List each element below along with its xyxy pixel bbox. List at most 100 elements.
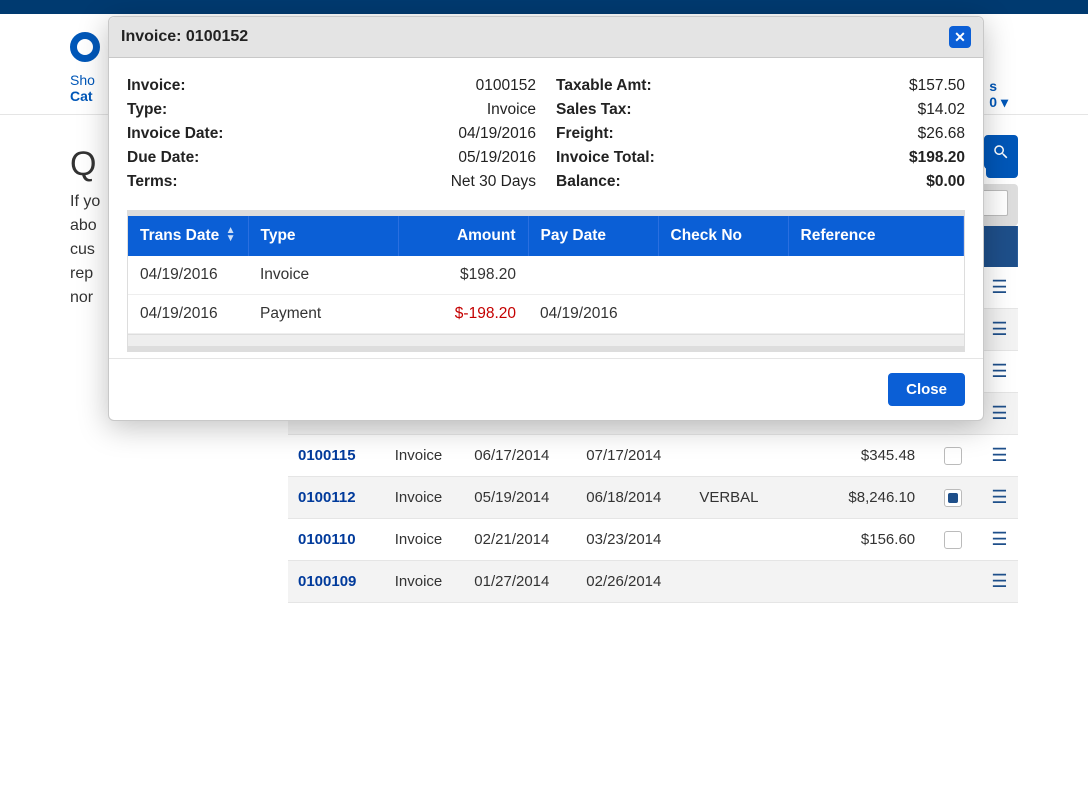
detail-label: Sales Tax: bbox=[556, 101, 632, 119]
top-banner bbox=[0, 0, 1088, 14]
detail-value: $14.02 bbox=[845, 101, 965, 119]
detail-label: Balance: bbox=[556, 173, 621, 191]
cell-type: Invoice bbox=[385, 519, 465, 561]
cell-due: 06/18/2014 bbox=[576, 477, 689, 519]
cell-date: 06/17/2014 bbox=[464, 435, 576, 477]
row-menu-icon[interactable]: ☰ bbox=[991, 277, 1007, 297]
col-actions bbox=[981, 226, 1017, 267]
invoice-link[interactable]: 0100110 bbox=[298, 531, 356, 548]
search-button[interactable] bbox=[984, 135, 1018, 169]
detail-value: 0100152 bbox=[476, 77, 536, 95]
cell-balance: $156.60 bbox=[823, 519, 925, 561]
details-right-column: Taxable Amt: $157.50 Sales Tax: $14.02 Freig… bbox=[556, 74, 965, 194]
row-menu-icon[interactable]: ☰ bbox=[991, 529, 1007, 549]
row-menu-icon[interactable]: ☰ bbox=[991, 403, 1007, 423]
detail-label: Freight: bbox=[556, 125, 614, 143]
modal-header: Invoice: 0100152 ✕ bbox=[109, 17, 983, 58]
cell-date: 01/27/2014 bbox=[464, 561, 576, 603]
cell-type: Invoice bbox=[385, 477, 465, 519]
detail-label: Type: bbox=[127, 101, 167, 119]
tcol-type-label: Type bbox=[261, 227, 296, 244]
pay-checkbox[interactable] bbox=[944, 531, 962, 549]
tcol-amount-label: Amount bbox=[457, 227, 516, 244]
detail-value: $26.68 bbox=[845, 125, 965, 143]
tcol-ref[interactable]: Reference bbox=[788, 216, 964, 256]
tcell-paydate bbox=[528, 256, 658, 295]
tcell-check bbox=[658, 256, 788, 295]
detail-value: 05/19/2016 bbox=[458, 149, 536, 167]
tcell-check bbox=[658, 295, 788, 334]
tcol-check[interactable]: Check No bbox=[658, 216, 788, 256]
table-row: 0100110Invoice02/21/201403/23/2014$156.6… bbox=[288, 519, 1018, 561]
invoice-link[interactable]: 0100109 bbox=[298, 573, 356, 590]
cell-pay bbox=[925, 477, 981, 519]
tcol-paydate-label: Pay Date bbox=[541, 227, 606, 244]
side-line-3: cus bbox=[70, 241, 95, 258]
modal-footer: Close bbox=[109, 358, 983, 420]
table-row: 0100112 Invoice05/19/201406/18/2014VERBAL… bbox=[288, 477, 1018, 519]
tcell-date: 04/19/2016 bbox=[128, 295, 248, 334]
cell-type: Invoice bbox=[385, 435, 465, 477]
detail-value: $198.20 bbox=[845, 149, 965, 167]
cell-date: 05/19/2014 bbox=[464, 477, 576, 519]
account-dropdown-caret: 0 ▾ bbox=[989, 94, 1008, 110]
invoice-link[interactable]: 0100115 bbox=[298, 447, 356, 464]
transactions-wrap: Trans Date▲▼ Type Amount Pay Date Check … bbox=[127, 210, 965, 352]
pay-checkbox[interactable] bbox=[944, 447, 962, 465]
detail-value: $157.50 bbox=[845, 77, 965, 95]
tcol-type[interactable]: Type bbox=[248, 216, 398, 256]
transactions-table: Trans Date▲▼ Type Amount Pay Date Check … bbox=[128, 216, 964, 334]
detail-value: $0.00 bbox=[845, 173, 965, 191]
tcol-paydate[interactable]: Pay Date bbox=[528, 216, 658, 256]
tcell-type: Payment bbox=[248, 295, 398, 334]
detail-value: Invoice bbox=[487, 101, 536, 119]
tcol-date-label: Trans Date bbox=[140, 227, 219, 244]
cell-po bbox=[689, 561, 823, 603]
trans-row: 04/19/2016Payment$-198.2004/19/2016 bbox=[128, 295, 964, 334]
detail-label: Due Date: bbox=[127, 149, 199, 167]
cell-due: 02/26/2014 bbox=[576, 561, 689, 603]
tcol-date[interactable]: Trans Date▲▼ bbox=[128, 216, 248, 256]
tcol-amount[interactable]: Amount bbox=[398, 216, 528, 256]
tcell-ref bbox=[788, 256, 964, 295]
modal-close-button[interactable]: Close bbox=[888, 373, 965, 406]
side-line-4: rep bbox=[70, 265, 93, 282]
cell-po bbox=[689, 519, 823, 561]
cell-date: 02/21/2014 bbox=[464, 519, 576, 561]
detail-value: 04/19/2016 bbox=[458, 125, 536, 143]
detail-value: Net 30 Days bbox=[451, 173, 536, 191]
breadcrumb-part1[interactable]: Sho bbox=[70, 72, 95, 88]
account-dropdown[interactable]: s 0 ▾ bbox=[989, 78, 1008, 111]
detail-label: Invoice Date: bbox=[127, 125, 223, 143]
modal-close-x[interactable]: ✕ bbox=[949, 26, 971, 48]
pay-checkbox[interactable] bbox=[944, 489, 962, 507]
side-line-2: abo bbox=[70, 217, 97, 234]
detail-label: Terms: bbox=[127, 173, 178, 191]
modal-title: Invoice: 0100152 bbox=[121, 28, 248, 46]
tcol-ref-label: Reference bbox=[801, 227, 876, 244]
row-menu-icon[interactable]: ☰ bbox=[991, 361, 1007, 381]
trans-row: 04/19/2016Invoice$198.20 bbox=[128, 256, 964, 295]
breadcrumb-part2[interactable]: Cat bbox=[70, 88, 93, 104]
cell-balance: $345.48 bbox=[823, 435, 925, 477]
invoice-link[interactable]: 0100112 bbox=[298, 489, 356, 506]
side-line-5: nor bbox=[70, 289, 93, 306]
cell-balance: $8,246.10 bbox=[823, 477, 925, 519]
table-row: 0100115Invoice06/17/201407/17/2014$345.4… bbox=[288, 435, 1018, 477]
detail-label: Invoice Total: bbox=[556, 149, 655, 167]
tcell-type: Invoice bbox=[248, 256, 398, 295]
tcell-paydate: 04/19/2016 bbox=[528, 295, 658, 334]
details-left-column: Invoice:0100152Type:InvoiceInvoice Date:… bbox=[127, 74, 536, 194]
row-menu-icon[interactable]: ☰ bbox=[991, 487, 1007, 507]
side-line-1: If yo bbox=[70, 193, 100, 210]
tcell-amount: $198.20 bbox=[398, 256, 528, 295]
row-menu-icon[interactable]: ☰ bbox=[991, 571, 1007, 591]
cell-type: Invoice bbox=[385, 561, 465, 603]
row-menu-icon[interactable]: ☰ bbox=[991, 445, 1007, 465]
transactions-hscroll[interactable] bbox=[128, 334, 964, 346]
cell-po: VERBAL bbox=[689, 477, 823, 519]
row-menu-icon[interactable]: ☰ bbox=[991, 319, 1007, 339]
detail-label: Taxable Amt: bbox=[556, 77, 652, 95]
logo-icon bbox=[70, 32, 100, 62]
tcell-amount: $-198.20 bbox=[398, 295, 528, 334]
